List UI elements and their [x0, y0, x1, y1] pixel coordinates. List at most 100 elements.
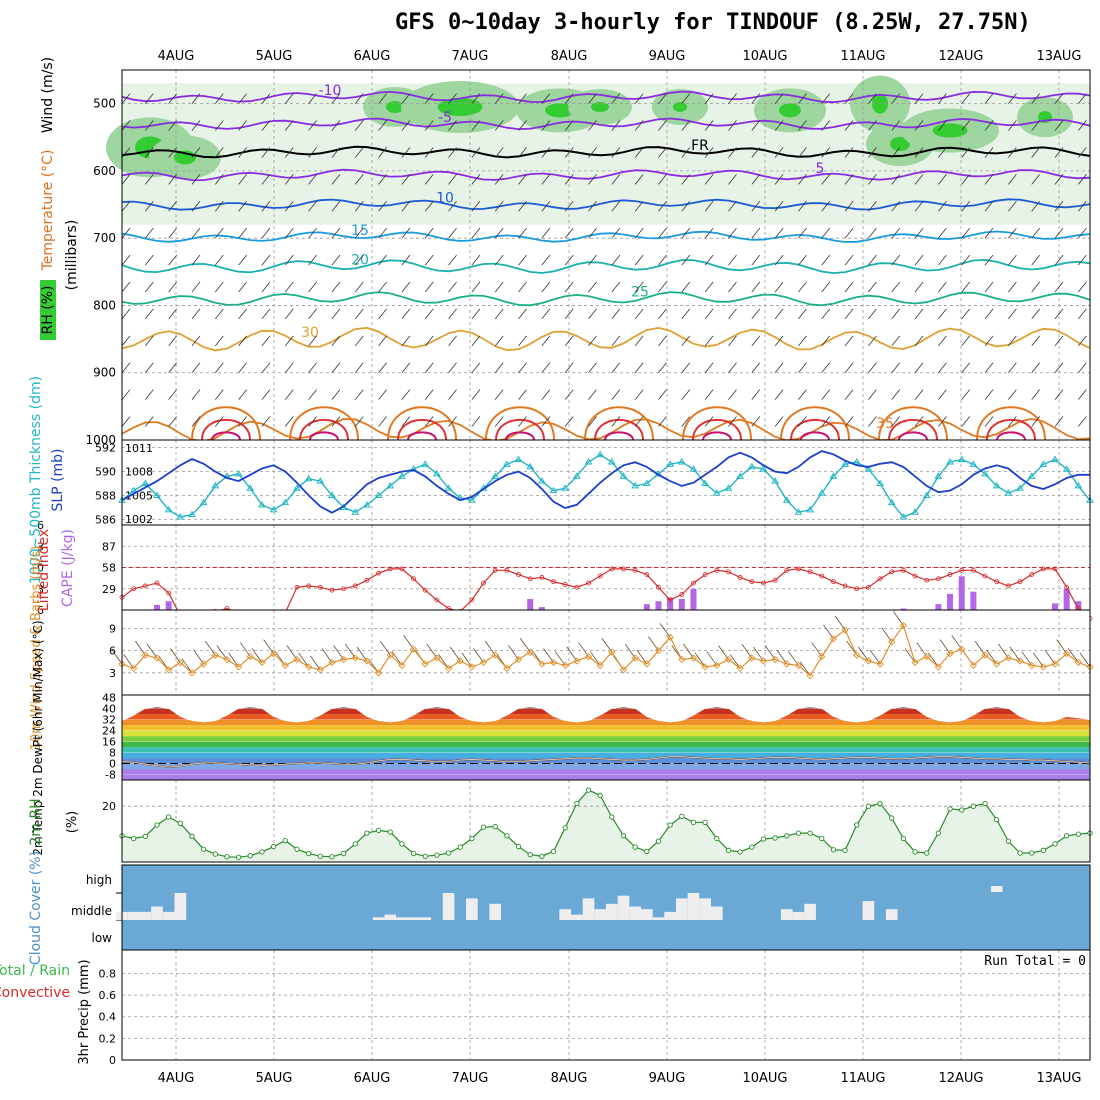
- wind-barb: [891, 227, 901, 239]
- label-wind10m: 10m Wind Speed & Barbs (m/s): [29, 546, 44, 751]
- thickness-point: [153, 491, 161, 498]
- wind-barb: [914, 227, 924, 239]
- wind-barb: [681, 201, 691, 212]
- wind-barb: [611, 174, 621, 185]
- wind-barb: [891, 362, 901, 373]
- wind-barb: [658, 335, 667, 347]
- rh2m-point: [935, 830, 942, 836]
- xtick-bottom-13AUG: 13AUG: [1036, 1071, 1081, 1086]
- wind-barb: [658, 389, 667, 400]
- xtick-bottom-12AUG: 12AUG: [938, 1071, 983, 1086]
- wind-barb: [868, 254, 877, 266]
- wind10m-point: [748, 654, 756, 662]
- p5-ytick-16: 16: [102, 736, 116, 749]
- wind-barb: [588, 120, 597, 131]
- cape-bar: [643, 604, 650, 610]
- isotherm--5: [121, 117, 1091, 131]
- wind10m-point: [514, 655, 523, 664]
- wind-barb: [261, 281, 271, 293]
- wind-barb: [331, 147, 341, 158]
- xtick-top-8AUG: 8AUG: [551, 49, 588, 64]
- wind-barb: [681, 416, 691, 427]
- wind-barb: [564, 389, 574, 400]
- wind-barb: [494, 281, 504, 293]
- wind10m-panel: 963: [109, 609, 1094, 696]
- lifted-point: [1040, 566, 1046, 572]
- wind-barb: [378, 93, 387, 104]
- wind10m-point: [736, 664, 744, 673]
- rh2m-point: [1029, 850, 1035, 856]
- wind-barb: [518, 308, 527, 320]
- isotherm-label-25: 25: [631, 285, 649, 301]
- wind-barb: [494, 335, 504, 347]
- cloud-middle-bar: [127, 911, 140, 920]
- wind-barb: [354, 120, 364, 131]
- wind-barb: [868, 227, 877, 239]
- wind10m-point: [409, 645, 418, 653]
- wind-barb: [284, 227, 294, 239]
- wind-barb: [751, 201, 761, 212]
- thickness-point: [689, 465, 698, 472]
- wind-barb: [541, 281, 551, 293]
- thickness-point: [269, 505, 278, 513]
- wind-barb: [1054, 281, 1064, 293]
- wind-barb: [494, 93, 504, 104]
- wind-barb: [1031, 281, 1040, 293]
- xtick-bottom-8AUG: 8AUG: [551, 1071, 588, 1086]
- wind-barb: [1078, 389, 1087, 400]
- wind10m-barb: [636, 649, 648, 665]
- lifted-point: [714, 567, 720, 573]
- wind-barb: [494, 308, 504, 320]
- warm-cell: [584, 406, 654, 441]
- wind10m-barb: [1044, 649, 1056, 665]
- wind-barb: [798, 201, 807, 212]
- wind-barb: [121, 93, 131, 104]
- wind-barb: [331, 335, 341, 347]
- wind10m-barb: [239, 642, 251, 657]
- wind-barb: [611, 308, 621, 320]
- wind10m-point: [1016, 657, 1024, 665]
- rh2m-point: [749, 844, 755, 850]
- rh2m-point: [375, 827, 382, 834]
- wind-barb: [1031, 120, 1040, 131]
- wind10m-barb: [753, 646, 764, 662]
- wind-barb: [308, 147, 317, 158]
- wind-barb: [704, 147, 714, 158]
- cloud-middle-bar: [582, 898, 595, 920]
- temp-band: [122, 719, 1090, 726]
- wind-barb: [774, 174, 784, 185]
- rh2m-point: [737, 849, 743, 855]
- wind-barb: [401, 362, 411, 373]
- wind-barb: [821, 227, 831, 239]
- rh2m-point: [982, 800, 988, 807]
- wind10m-point: [853, 651, 861, 659]
- wind-barb: [261, 120, 271, 131]
- wind10m-point: [584, 652, 593, 661]
- rh2m-point: [352, 841, 358, 847]
- wind-barb: [681, 227, 691, 239]
- lifted-point: [679, 592, 685, 597]
- wind-barb: [541, 174, 551, 185]
- thickness-point: [234, 469, 243, 477]
- wind-barb: [704, 201, 714, 212]
- thickness-point: [934, 472, 943, 479]
- wind-barb: [961, 308, 971, 320]
- thickness-point: [304, 474, 313, 482]
- wind-barb: [424, 362, 434, 373]
- rh2m-point: [177, 820, 183, 827]
- wind-barb: [448, 93, 457, 104]
- wind-barb: [494, 416, 504, 427]
- wind-barb: [984, 201, 994, 212]
- cloud-middle-bar: [629, 906, 641, 920]
- thickness-point: [642, 479, 651, 486]
- wind-barb: [284, 254, 294, 266]
- wind10m-barb: [741, 643, 753, 659]
- wind-barb: [145, 254, 154, 266]
- wind10m-point: [258, 658, 266, 667]
- cloud-middle-bar: [151, 906, 163, 920]
- wind-barb: [471, 227, 481, 239]
- wind10m-point: [386, 651, 394, 659]
- wind-barb: [331, 201, 341, 212]
- lifted-point: [691, 580, 696, 586]
- wind-barb: [984, 227, 994, 239]
